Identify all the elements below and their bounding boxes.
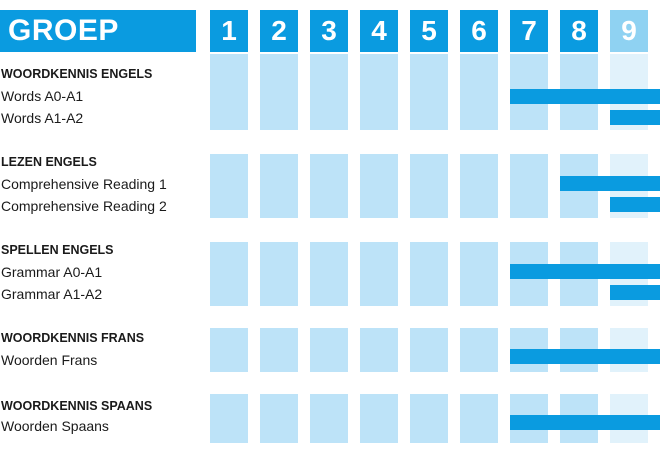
group-header-8: 8: [560, 10, 598, 52]
group-header-9: 9: [610, 10, 648, 52]
course-bar: [510, 415, 660, 430]
column-cell-group-4: [360, 154, 398, 218]
course-bar: [610, 110, 660, 125]
group-header-2: 2: [260, 10, 298, 52]
group-header-5: 5: [410, 10, 448, 52]
group-header-4: 4: [360, 10, 398, 52]
course-bar: [560, 176, 660, 191]
column-cell-group-5: [410, 394, 448, 443]
course-label: Comprehensive Reading 2: [1, 198, 167, 214]
column-cell-group-3: [310, 328, 348, 372]
column-cell-group-5: [410, 154, 448, 218]
course-bar: [510, 264, 660, 279]
column-cell-group-2: [260, 328, 298, 372]
column-cell-group-2: [260, 394, 298, 443]
column-cell-group-4: [360, 242, 398, 306]
column-cell-group-2: [260, 242, 298, 306]
column-cell-group-6: [460, 242, 498, 306]
groep-header: GROEP: [0, 10, 196, 52]
column-cell-group-6: [460, 54, 498, 130]
column-cell-group-7: [510, 154, 548, 218]
section-title: WOORDKENNIS ENGELS: [1, 67, 153, 81]
course-bar: [510, 89, 660, 104]
column-cell-group-2: [260, 54, 298, 130]
column-cell-group-4: [360, 394, 398, 443]
section-title: SPELLEN ENGELS: [1, 243, 114, 257]
course-label: Woorden Spaans: [1, 418, 109, 434]
group-header-6: 6: [460, 10, 498, 52]
column-cell-group-1: [210, 154, 248, 218]
column-cell-group-2: [260, 154, 298, 218]
column-cell-group-1: [210, 242, 248, 306]
section-title: WOORDKENNIS FRANS: [1, 331, 145, 345]
column-cell-group-4: [360, 328, 398, 372]
group-header-3: 3: [310, 10, 348, 52]
course-label: Woorden Frans: [1, 352, 98, 368]
course-label: Words A1-A2: [1, 110, 84, 126]
section-title: LEZEN ENGELS: [1, 155, 97, 169]
group-header-7: 7: [510, 10, 548, 52]
group-header-1: 1: [210, 10, 248, 52]
section-title: WOORDKENNIS SPAANS: [1, 399, 153, 413]
column-cell-group-5: [410, 328, 448, 372]
column-cell-group-1: [210, 328, 248, 372]
course-label: Comprehensive Reading 1: [1, 176, 167, 192]
column-cell-group-1: [210, 54, 248, 130]
column-cell-group-3: [310, 154, 348, 218]
course-label: Grammar A0-A1: [1, 264, 103, 280]
column-cell-group-3: [310, 394, 348, 443]
course-label: Grammar A1-A2: [1, 286, 103, 302]
course-label: Words A0-A1: [1, 88, 84, 104]
course-bar: [610, 197, 660, 212]
column-cell-group-3: [310, 242, 348, 306]
column-cell-group-6: [460, 328, 498, 372]
column-cell-group-1: [210, 394, 248, 443]
column-cell-group-6: [460, 154, 498, 218]
course-bar: [510, 349, 660, 364]
column-cell-group-5: [410, 54, 448, 130]
column-cell-group-6: [460, 394, 498, 443]
column-cell-group-3: [310, 54, 348, 130]
course-bar: [610, 285, 660, 300]
column-cell-group-5: [410, 242, 448, 306]
column-cell-group-4: [360, 54, 398, 130]
